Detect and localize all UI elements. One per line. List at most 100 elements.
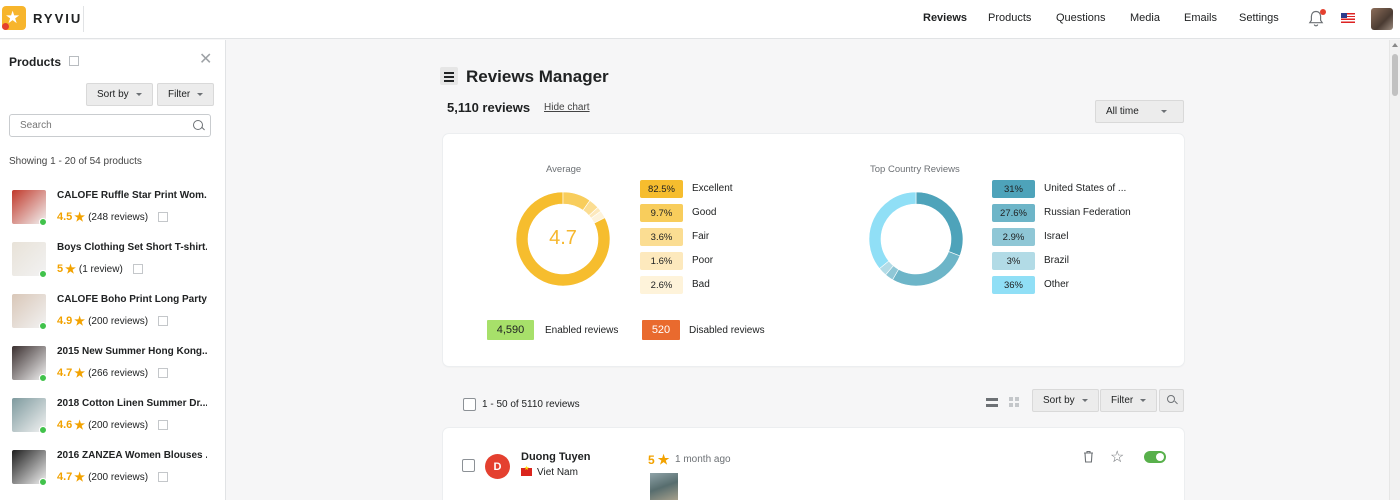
vietnam-flag-icon bbox=[521, 465, 532, 476]
rating-value: 5 bbox=[57, 263, 64, 275]
product-rating: 4.7 ★ (266 reviews) bbox=[57, 366, 169, 380]
notification-dot bbox=[1320, 9, 1326, 15]
country-pct: 2.9% bbox=[1002, 231, 1025, 243]
nav-settings[interactable]: Settings bbox=[1239, 12, 1279, 24]
product-search-input[interactable] bbox=[9, 114, 211, 137]
product-name: CALOFE Ruffle Star Print Wom... bbox=[57, 190, 207, 201]
review-photo[interactable] bbox=[650, 473, 678, 500]
nav-media[interactable]: Media bbox=[1130, 12, 1160, 24]
sidebar-sort-button[interactable]: Sort by bbox=[86, 83, 153, 106]
logo-icon: ★ bbox=[2, 6, 26, 30]
filter-label: Filter bbox=[1111, 395, 1134, 406]
external-link-icon[interactable] bbox=[158, 472, 169, 482]
review-rating: 5 ★ bbox=[648, 452, 669, 468]
caret-down-icon bbox=[1140, 399, 1147, 402]
product-rating: 5 ★ (1 review) bbox=[57, 262, 143, 276]
close-icon[interactable]: ✕ bbox=[199, 51, 213, 68]
notification-bell-icon[interactable] bbox=[1308, 9, 1326, 28]
nav-products[interactable]: Products bbox=[988, 12, 1032, 24]
country-label: Brazil bbox=[1044, 255, 1070, 266]
star-icon: ★ bbox=[74, 418, 86, 432]
trash-icon[interactable] bbox=[1083, 450, 1094, 463]
product-rating: 4.5 ★ (248 reviews) bbox=[57, 210, 169, 224]
sidebar-title: Products bbox=[9, 55, 62, 69]
stats-card: Average 4.7 82.5% Excellent 9.7% Good 3.6% Fa… bbox=[443, 134, 1184, 366]
menu-toggle-icon[interactable] bbox=[440, 67, 458, 85]
country-slice bbox=[868, 191, 917, 269]
review-search-button[interactable] bbox=[1159, 389, 1184, 412]
period-select[interactable]: All time bbox=[1095, 100, 1184, 123]
external-link-icon[interactable] bbox=[158, 420, 169, 430]
product-list-item[interactable]: 2016 ZANZEA Women Blouses ... 4.7 ★ (200 re… bbox=[0, 446, 226, 498]
star-icon: ★ bbox=[74, 470, 86, 484]
publish-toggle[interactable] bbox=[1144, 451, 1166, 463]
user-avatar[interactable] bbox=[1371, 8, 1393, 30]
nav-reviews[interactable]: Reviews bbox=[923, 12, 968, 24]
external-link-icon[interactable] bbox=[158, 368, 169, 378]
external-link-icon[interactable] bbox=[158, 316, 169, 326]
rating-slice bbox=[590, 210, 606, 224]
rating-pct-chip: 9.7% bbox=[640, 204, 683, 222]
product-list-item[interactable]: 2018 Cotton Linen Summer Dr... 4.6 ★ (200 r… bbox=[0, 394, 226, 446]
product-list-item[interactable]: Boys Clothing Set Short T-shirt... 5 ★ (1 r… bbox=[0, 238, 226, 290]
product-name: 2018 Cotton Linen Summer Dr... bbox=[57, 398, 207, 409]
product-list-item[interactable]: CALOFE Ruffle Star Print Wom... 4.5 ★ (248 … bbox=[0, 186, 226, 238]
nav-questions[interactable]: Questions bbox=[1056, 12, 1106, 24]
rating-pct: 9.7% bbox=[650, 207, 673, 219]
external-link-icon[interactable] bbox=[158, 212, 169, 222]
rating-pct-chip: 82.5% bbox=[640, 180, 683, 198]
reviewer-name: Duong Tuyen bbox=[521, 451, 591, 463]
sidebar-filter-button[interactable]: Filter bbox=[157, 83, 215, 106]
review-filter-button[interactable]: Filter bbox=[1100, 389, 1158, 412]
period-label: All time bbox=[1106, 106, 1139, 117]
external-link-icon[interactable] bbox=[132, 264, 143, 274]
rating-pct-chip: 3.6% bbox=[640, 228, 683, 246]
country-label: Other bbox=[1044, 279, 1070, 290]
country-donut-chart bbox=[868, 191, 964, 287]
country-label: United States of ... bbox=[1044, 183, 1127, 194]
scroll-up-icon[interactable] bbox=[1392, 43, 1398, 47]
caret-down-icon bbox=[135, 93, 142, 96]
review-sort-button[interactable]: Sort by bbox=[1032, 389, 1099, 412]
search-icon[interactable] bbox=[193, 120, 203, 130]
page-scrollbar[interactable] bbox=[1389, 40, 1400, 500]
page-title: Reviews Manager bbox=[466, 67, 609, 86]
star-icon: ★ bbox=[657, 452, 670, 467]
product-list-item[interactable]: CALOFE Boho Print Long Party... 4.9 ★ (200 … bbox=[0, 290, 226, 342]
rating-pct-chip: 1.6% bbox=[640, 252, 683, 270]
product-name: 2015 New Summer Hong Kong... bbox=[57, 346, 207, 357]
rating-value: 4.7 bbox=[57, 367, 73, 379]
country-pct: 36% bbox=[1003, 279, 1023, 291]
rating-pct: 3.6% bbox=[650, 231, 673, 243]
scrollbar-thumb[interactable] bbox=[1392, 54, 1398, 96]
product-name: Boys Clothing Set Short T-shirt... bbox=[57, 242, 207, 253]
select-all-checkbox[interactable] bbox=[463, 398, 476, 411]
logo-divider bbox=[83, 6, 84, 32]
country-label: Israel bbox=[1044, 231, 1069, 242]
star-icon: ★ bbox=[74, 314, 86, 328]
review-count: (266 reviews) bbox=[88, 367, 149, 379]
external-link-icon[interactable] bbox=[69, 56, 79, 66]
nav-emails[interactable]: Emails bbox=[1184, 12, 1218, 24]
average-label: Average bbox=[546, 164, 582, 175]
filter-label: Filter bbox=[168, 89, 191, 100]
product-list-item[interactable]: 2015 New Summer Hong Kong... 4.7 ★ (266 rev… bbox=[0, 342, 226, 394]
feature-star-icon[interactable]: ☆ bbox=[1110, 449, 1125, 466]
list-view-icon[interactable] bbox=[986, 398, 998, 408]
review-checkbox[interactable] bbox=[462, 459, 475, 472]
hide-chart-link[interactable]: Hide chart bbox=[544, 102, 590, 113]
enabled-value: 4,590 bbox=[496, 324, 525, 336]
us-flag-icon[interactable] bbox=[1341, 13, 1355, 23]
active-status-dot bbox=[39, 218, 47, 226]
product-rating: 4.7 ★ (200 reviews) bbox=[57, 470, 169, 484]
rating-value: 5 bbox=[648, 453, 655, 467]
app-logo[interactable]: ★ RYVIU bbox=[2, 6, 82, 30]
country-pct-chip: 3% bbox=[992, 252, 1035, 270]
app-name: RYVIU bbox=[33, 10, 83, 26]
showing-count: Showing 1 - 20 of 54 products bbox=[9, 156, 142, 167]
average-value: 4.7 bbox=[549, 227, 577, 249]
country-pct: 31% bbox=[1003, 183, 1023, 195]
rating-label: Good bbox=[692, 207, 717, 218]
grid-view-icon[interactable] bbox=[1009, 397, 1020, 408]
enabled-label: Enabled reviews bbox=[545, 325, 619, 336]
